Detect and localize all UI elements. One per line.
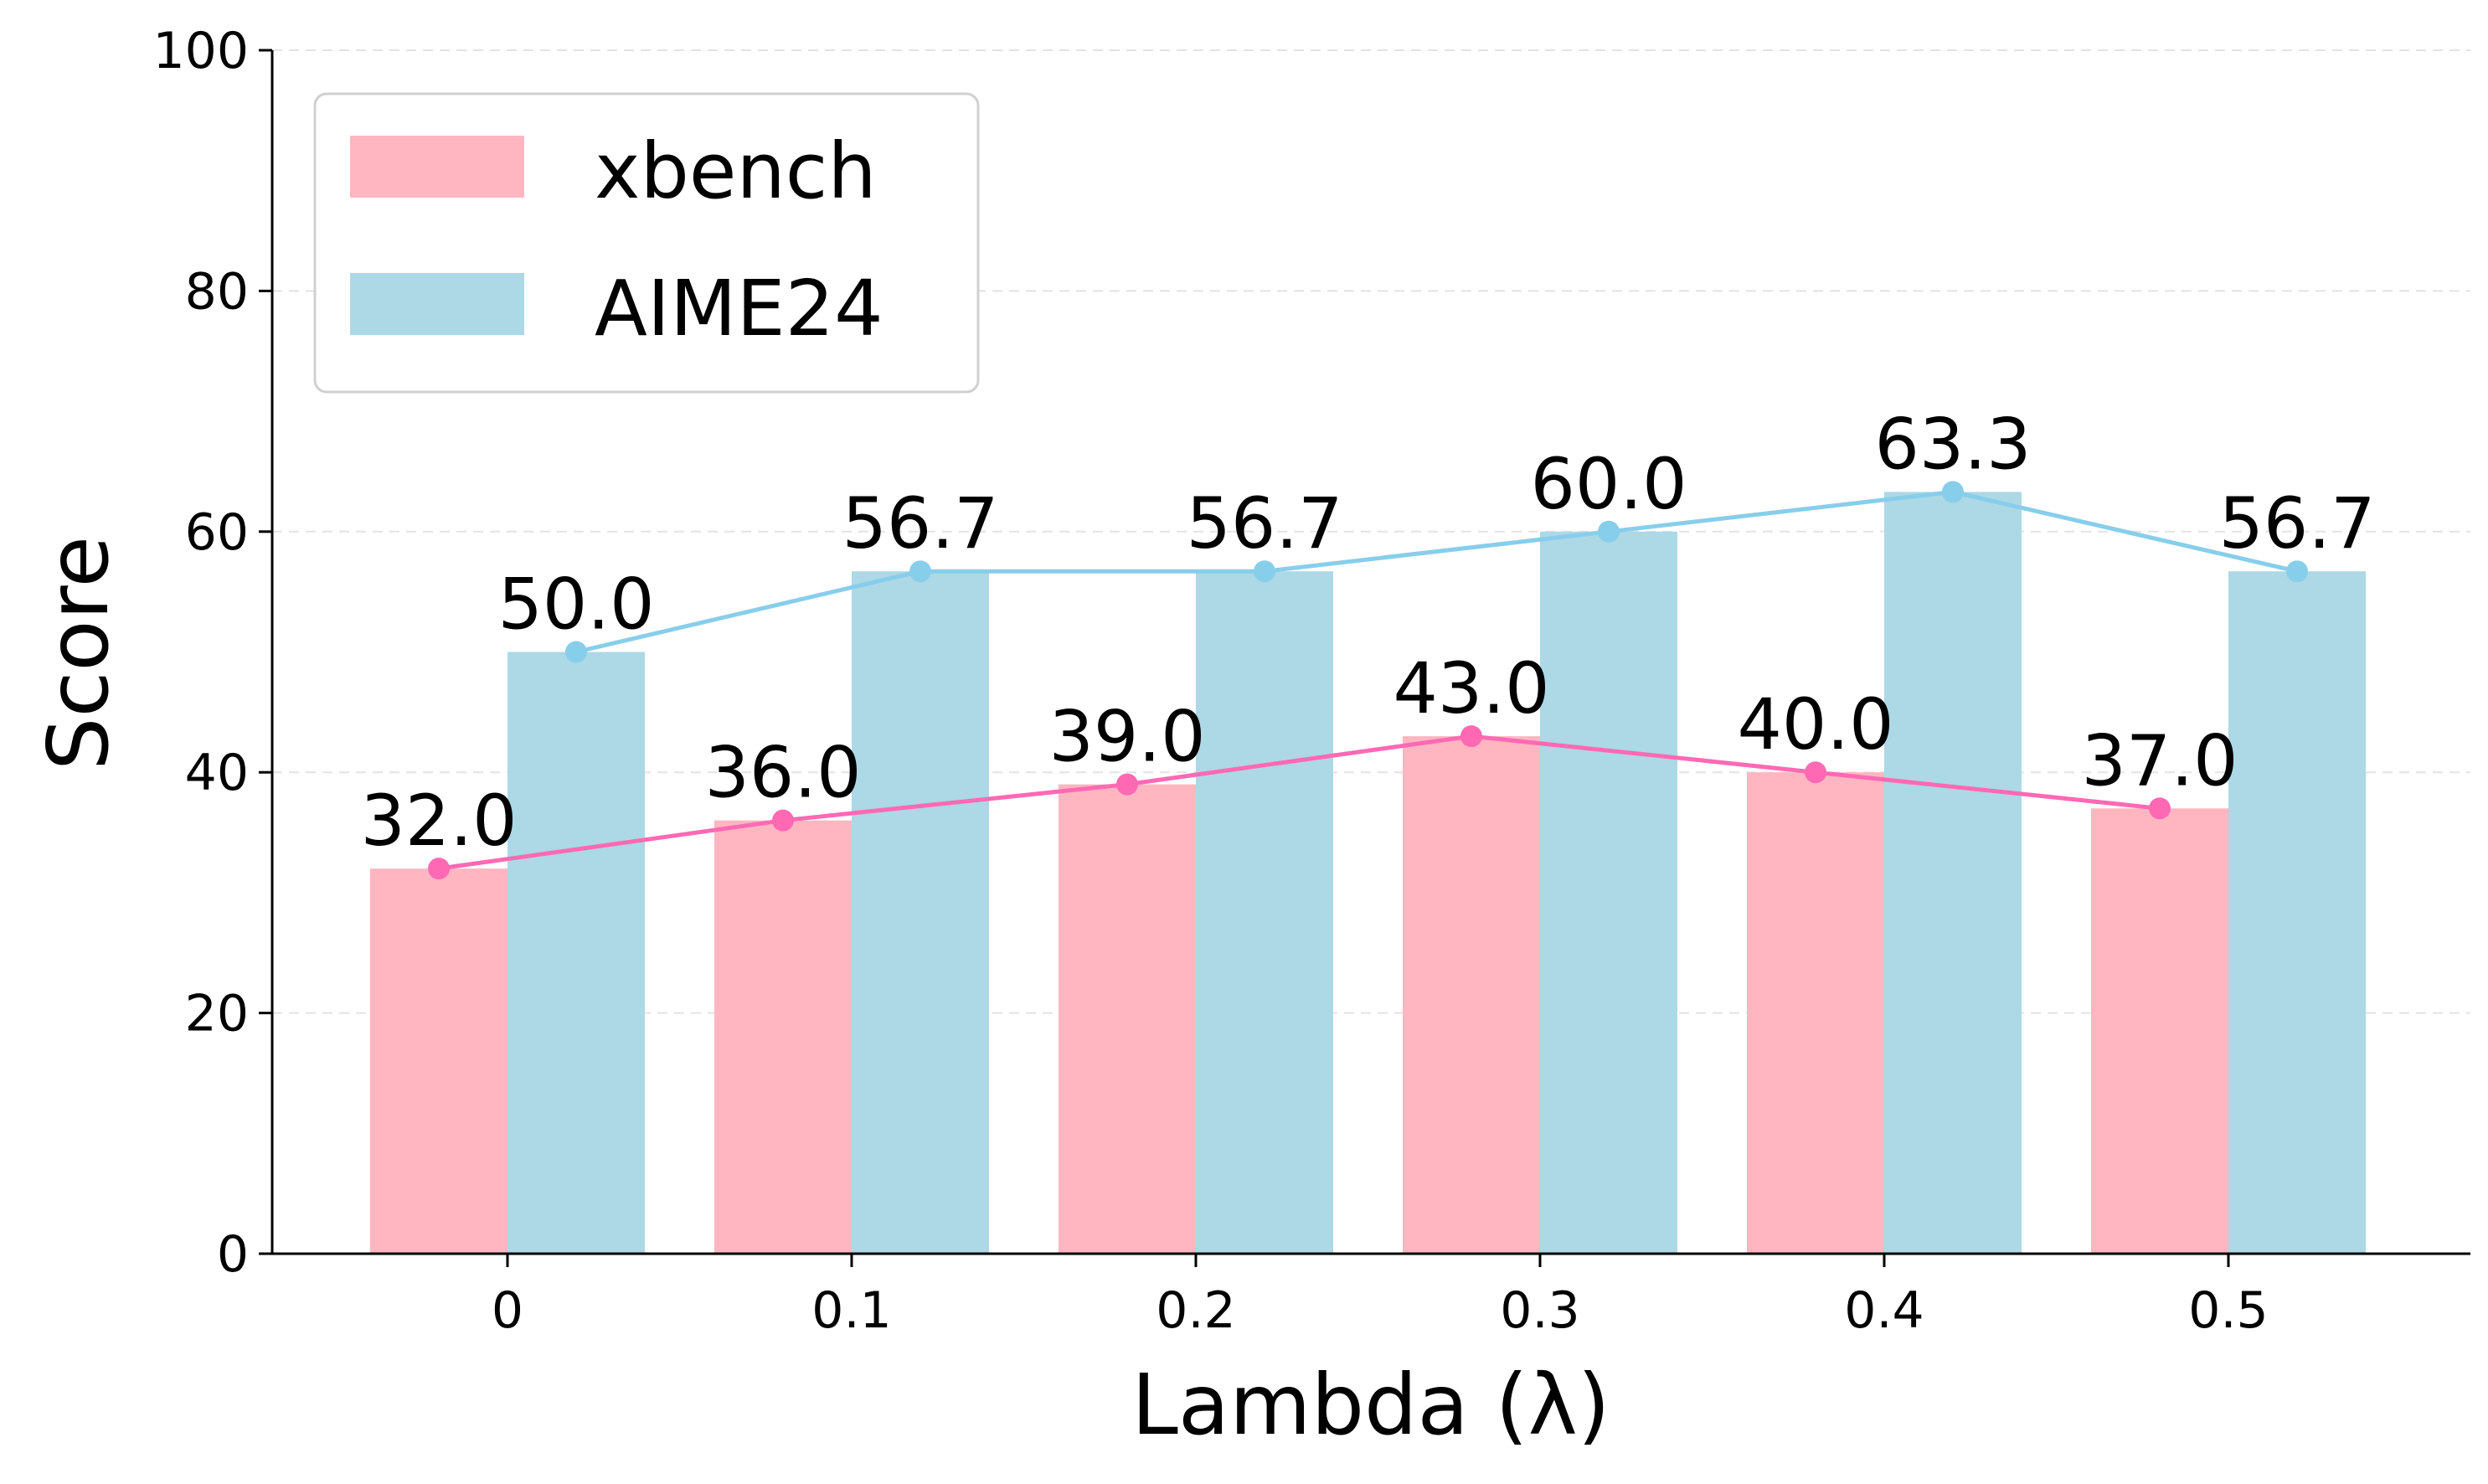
axes	[270, 50, 2470, 1255]
data-label-xbench: 37.0	[2081, 719, 2238, 801]
point-aime24	[2286, 560, 2308, 583]
x-tick-label: 0.4	[1844, 1281, 1924, 1340]
data-label-aime24: 56.7	[842, 482, 998, 564]
bars	[370, 492, 2366, 1254]
legend-swatch-aime24	[350, 273, 524, 335]
y-tick-label: 60	[185, 503, 249, 562]
line-aime24	[575, 489, 2298, 654]
bar-aime24	[2228, 571, 2366, 1254]
bar-xbench	[714, 820, 852, 1254]
point-xbench	[428, 858, 450, 880]
data-labels: 32.0 36.0 39.0 43.0 40.0 37.0 50.0 56.7 56.7 60.0…	[360, 403, 2375, 862]
legend-label-aime24: AIME24	[595, 264, 883, 353]
point-xbench	[772, 809, 794, 832]
legend-label-xbench: xbench	[595, 126, 877, 216]
x-axis-title: Lambda (λ)	[1131, 1356, 1610, 1454]
x-tick-label: 0.5	[2188, 1281, 2268, 1340]
bar-xbench	[1059, 784, 1196, 1254]
y-tick-label: 20	[185, 985, 249, 1043]
x-tick-label: 0.3	[1500, 1281, 1579, 1340]
line-xbench	[438, 734, 2161, 871]
y-tick-label: 80	[185, 262, 249, 321]
point-aime24	[1254, 560, 1275, 583]
legend: xbench AIME24	[313, 92, 980, 394]
data-label-aime24: 56.7	[1186, 482, 1342, 564]
bar-xbench	[370, 868, 507, 1254]
point-aime24	[565, 641, 587, 663]
data-label-xbench: 39.0	[1048, 696, 1205, 778]
data-label-aime24: 56.7	[2218, 482, 2375, 564]
bar-aime24	[1884, 492, 2022, 1254]
legend-swatch-xbench	[350, 136, 524, 198]
data-label-aime24: 60.0	[1530, 443, 1687, 525]
data-label-xbench: 32.0	[360, 780, 517, 862]
point-xbench	[1116, 773, 1138, 796]
point-xbench	[2149, 797, 2171, 820]
point-xbench	[1805, 761, 1826, 784]
y-axis-title: Score	[29, 536, 127, 770]
point-aime24	[1598, 520, 1620, 543]
bar-aime24	[1196, 571, 1333, 1254]
data-label-aime24: 63.3	[1874, 403, 2031, 485]
bar-xbench	[1403, 736, 1540, 1254]
y-tick-label: 40	[185, 744, 249, 802]
x-tick-label: 0.1	[811, 1281, 891, 1340]
trend-lines	[438, 489, 2298, 871]
bar-aime24	[852, 571, 989, 1254]
x-ticks: 0 0.1 0.2 0.3 0.4 0.5	[492, 1254, 2269, 1340]
x-tick-label: 0.2	[1156, 1281, 1235, 1340]
x-tick-label: 0	[492, 1281, 523, 1340]
bar-xbench	[2091, 808, 2228, 1254]
point-aime24	[909, 560, 931, 583]
point-xbench	[1460, 725, 1482, 748]
point-aime24	[1942, 481, 1964, 503]
trend-points	[428, 481, 2308, 880]
bar-xbench	[1747, 772, 1884, 1254]
data-label-xbench: 36.0	[704, 732, 861, 814]
y-tick-label: 0	[217, 1225, 249, 1284]
data-label-aime24: 50.0	[497, 564, 654, 646]
data-label-xbench: 40.0	[1737, 683, 1893, 765]
y-tick-label: 100	[152, 22, 249, 80]
bar-aime24	[1540, 531, 1677, 1254]
y-ticks: 0 20 40 60 80 100	[152, 22, 272, 1284]
bar-aime24	[507, 652, 645, 1254]
data-label-xbench: 43.0	[1393, 647, 1549, 729]
